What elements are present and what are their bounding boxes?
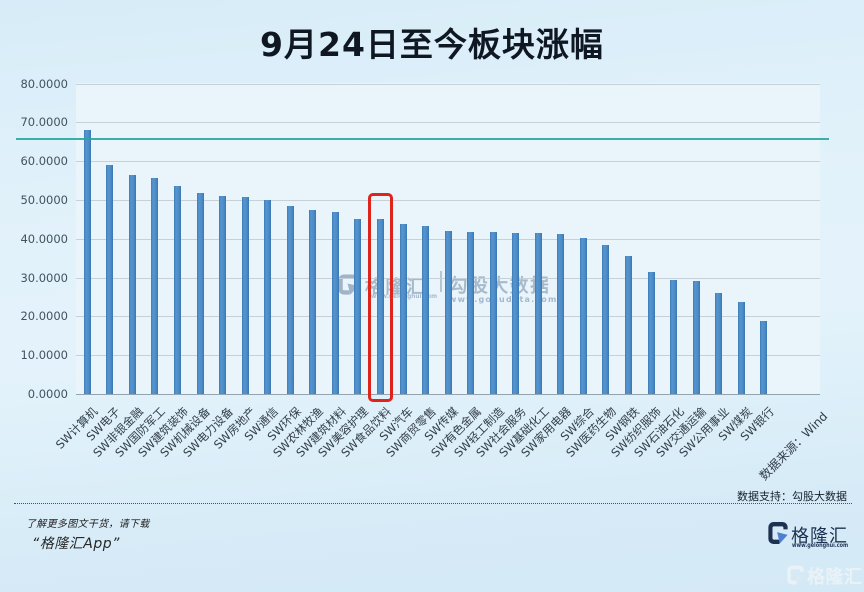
promo-text-line1: 了解更多图文干货，请下载 <box>26 519 150 530</box>
x-tick-label-SW商贸零售: SW商贸零售 <box>383 403 439 460</box>
x-tick-label-SW国防军工: SW国防军工 <box>112 403 169 460</box>
x-tick-label-SW非银金融: SW非银金融 <box>89 403 146 460</box>
x-tick-label-SW煤炭: SW煤炭 <box>715 403 755 444</box>
x-tick-label-SW机械设备: SW机械设备 <box>157 403 214 460</box>
x-tick-label-SW基础化工: SW基础化工 <box>495 403 552 460</box>
x-tick-label-SW医药生物: SW医药生物 <box>563 403 620 460</box>
x-tick-label-SW电力设备: SW电力设备 <box>180 403 236 460</box>
x-tick-label-SW交通运输: SW交通运输 <box>653 403 710 460</box>
x-tick-label-SW石油石化: SW石油石化 <box>631 403 687 460</box>
x-tick-label-SW农林牧渔: SW农林牧渔 <box>270 403 327 460</box>
gelonghui-logo-icon <box>338 274 359 295</box>
brand-logo-url: www.gelonghui.com <box>792 542 849 549</box>
plot-area <box>76 83 820 394</box>
gelonghui-logo-icon <box>768 522 788 544</box>
x-tick-label-SW计算机: SW计算机 <box>53 403 101 452</box>
x-tick-label-SW建筑装饰: SW建筑装饰 <box>135 403 191 460</box>
x-tick-label-SW电子: SW电子 <box>83 403 124 444</box>
y-tick-label-30: 30.0000 <box>20 270 68 285</box>
x-tick-label-SW传媒: SW传媒 <box>421 403 462 444</box>
x-tick-label-SW钢铁: SW钢铁 <box>602 403 642 444</box>
promo-text-line2: “格隆汇App” <box>32 536 120 552</box>
x-tick-label-SW银行: SW银行 <box>737 403 778 444</box>
watermark-divider <box>440 271 442 292</box>
highlight-box <box>368 193 393 402</box>
data-support-note: 数据支持：勾股大数据 <box>737 490 847 503</box>
x-tick-label-SW社会服务: SW社会服务 <box>473 403 529 460</box>
corner-watermark: 格隆汇 <box>786 562 864 590</box>
y-tick-label-50: 50.0000 <box>20 192 68 207</box>
x-tick-label-SW综合: SW综合 <box>557 403 597 444</box>
gelonghui-logo: 格隆汇 www.gelonghui.com <box>767 520 857 550</box>
x-axis-line <box>76 394 820 395</box>
y-tick-label-60: 60.0000 <box>20 154 68 169</box>
x-tick-label-SW房地产: SW房地产 <box>210 403 259 452</box>
data-source-label: 数据来源：Wind <box>756 409 831 483</box>
x-tick-label-SW食品饮料: SW食品饮料 <box>338 403 394 460</box>
brand-logo-text: 格隆汇 <box>791 526 848 547</box>
y-tick-label-0: 0.0000 <box>27 387 68 401</box>
x-tick-label-SW家用电器: SW家用电器 <box>518 403 575 460</box>
y-tick-label-10: 10.0000 <box>20 348 68 363</box>
x-tick-label-SW建筑材料: SW建筑材料 <box>292 403 349 460</box>
y-tick-label-40: 40.0000 <box>20 231 68 246</box>
chart-title: 9月24日至今板块涨幅 <box>260 25 604 64</box>
x-tick-label-SW有色金属: SW有色金属 <box>428 403 484 460</box>
x-tick-label-SW纺织服饰: SW纺织服饰 <box>608 403 665 460</box>
x-tick-label-SW汽车: SW汽车 <box>376 403 417 444</box>
watermark-partner-url: www.gogudata.com <box>449 295 558 304</box>
x-tick-label-SW环保: SW环保 <box>264 403 304 444</box>
x-tick-label-SW美容护理: SW美容护理 <box>315 403 372 460</box>
dotted-separator <box>14 503 852 504</box>
x-tick-label-SW轻工制造: SW轻工制造 <box>450 403 507 460</box>
reference-line <box>16 138 829 140</box>
y-tick-label-80: 80.0000 <box>20 76 68 91</box>
x-tick-label-SW通信: SW通信 <box>241 403 281 444</box>
x-tick-label-SW公用事业: SW公用事业 <box>676 403 732 460</box>
y-tick-label-20: 20.0000 <box>20 309 68 324</box>
corner-watermark-text: 格隆汇 <box>807 567 863 588</box>
corner-watermark-icon <box>787 565 804 585</box>
y-tick-label-70: 70.0000 <box>20 115 68 130</box>
